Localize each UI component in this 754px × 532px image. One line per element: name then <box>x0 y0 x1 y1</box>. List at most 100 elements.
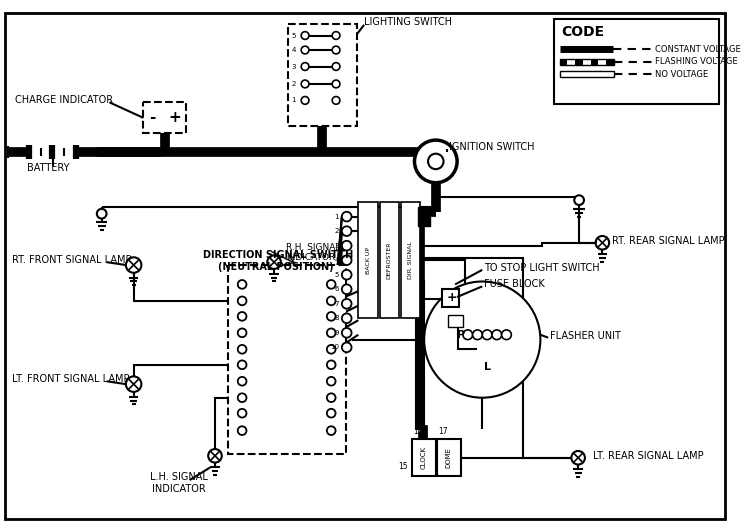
Bar <box>418 207 430 226</box>
Circle shape <box>238 426 247 435</box>
Text: RT. REAR SIGNAL LAMP: RT. REAR SIGNAL LAMP <box>612 236 725 246</box>
Bar <box>287 24 357 126</box>
Text: 1: 1 <box>291 97 296 103</box>
Text: R.H. SIGNAL
INDICATOR: R.H. SIGNAL INDICATOR <box>286 243 340 262</box>
Bar <box>554 19 719 104</box>
Circle shape <box>301 31 309 39</box>
Text: FUSE BLOCK: FUSE BLOCK <box>484 279 545 289</box>
Text: RT. FRONT SIGNAL LAMP: RT. FRONT SIGNAL LAMP <box>11 255 131 265</box>
Text: 8: 8 <box>335 315 339 321</box>
Circle shape <box>301 63 309 70</box>
Text: BACK UP: BACK UP <box>366 247 370 273</box>
Text: DEFROSTER: DEFROSTER <box>387 242 392 279</box>
Circle shape <box>483 330 492 339</box>
Text: +: + <box>446 292 457 304</box>
Text: NO VOLTAGE: NO VOLTAGE <box>654 70 708 79</box>
Text: BATTERY: BATTERY <box>27 163 69 173</box>
Bar <box>599 59 606 64</box>
Text: 3: 3 <box>291 63 296 70</box>
Bar <box>583 59 590 64</box>
Text: FLASHING VOLTAGE: FLASHING VOLTAGE <box>654 57 737 66</box>
Text: FLASHER UNIT: FLASHER UNIT <box>550 331 621 340</box>
Circle shape <box>342 212 351 221</box>
Text: 10: 10 <box>330 344 339 351</box>
Bar <box>412 439 436 476</box>
Circle shape <box>342 241 351 251</box>
Circle shape <box>326 360 336 369</box>
Text: CHARGE INDICATOR: CHARGE INDICATOR <box>14 95 112 105</box>
Circle shape <box>342 255 351 265</box>
Circle shape <box>333 63 340 70</box>
Circle shape <box>342 226 351 236</box>
Circle shape <box>301 96 309 104</box>
Text: IGNITION SWITCH: IGNITION SWITCH <box>449 142 535 152</box>
Circle shape <box>301 46 309 54</box>
Circle shape <box>342 313 351 323</box>
Circle shape <box>572 451 585 464</box>
Circle shape <box>326 296 336 305</box>
Text: LIGHTING SWITCH: LIGHTING SWITCH <box>364 17 452 27</box>
Circle shape <box>342 299 351 309</box>
Circle shape <box>333 80 340 88</box>
Text: 15: 15 <box>398 462 408 471</box>
Circle shape <box>238 312 247 321</box>
Circle shape <box>238 328 247 337</box>
Circle shape <box>333 96 340 104</box>
Circle shape <box>238 360 247 369</box>
Circle shape <box>208 449 222 463</box>
Circle shape <box>126 377 142 392</box>
Text: CLOCK: CLOCK <box>420 446 426 469</box>
Text: 4: 4 <box>291 47 296 53</box>
Circle shape <box>333 31 340 39</box>
Circle shape <box>342 328 351 338</box>
Text: DIRECTION SIGNAL SWITCH: DIRECTION SIGNAL SWITCH <box>204 251 354 260</box>
Bar <box>442 289 459 306</box>
Text: 5: 5 <box>291 32 296 38</box>
Bar <box>228 265 346 454</box>
Text: LT. REAR SIGNAL LAMP: LT. REAR SIGNAL LAMP <box>593 451 703 461</box>
Text: 2: 2 <box>335 228 339 234</box>
Bar <box>559 71 614 77</box>
Circle shape <box>238 345 247 354</box>
Text: -: - <box>149 110 155 126</box>
Text: 4: 4 <box>335 257 339 263</box>
Text: P: P <box>457 330 465 340</box>
Circle shape <box>501 330 511 339</box>
Circle shape <box>415 140 457 182</box>
Text: 7: 7 <box>335 301 339 307</box>
Text: 3: 3 <box>335 243 339 248</box>
Circle shape <box>301 80 309 88</box>
Circle shape <box>342 343 351 352</box>
Bar <box>568 59 575 64</box>
Text: 1: 1 <box>335 214 339 220</box>
Text: DIR. SIGNAL: DIR. SIGNAL <box>408 241 413 279</box>
Bar <box>559 59 614 64</box>
Circle shape <box>492 330 501 339</box>
Text: L.H. SIGNAL
INDICATOR: L.H. SIGNAL INDICATOR <box>150 472 208 494</box>
Bar <box>590 59 599 64</box>
Bar <box>606 59 614 64</box>
Bar <box>437 439 461 476</box>
Bar <box>559 59 568 64</box>
Bar <box>379 202 399 318</box>
Text: (NEUTRAL POSITION): (NEUTRAL POSITION) <box>218 262 333 272</box>
Text: CODE: CODE <box>562 24 605 39</box>
Circle shape <box>326 280 336 289</box>
Bar <box>143 102 186 134</box>
Circle shape <box>326 312 336 321</box>
Circle shape <box>326 377 336 386</box>
Circle shape <box>326 345 336 354</box>
Text: L: L <box>483 362 491 372</box>
Circle shape <box>575 195 584 205</box>
Text: 2: 2 <box>291 81 296 87</box>
Circle shape <box>333 46 340 54</box>
Circle shape <box>326 426 336 435</box>
Bar <box>575 59 583 64</box>
Circle shape <box>463 330 473 339</box>
Bar <box>358 202 378 318</box>
Text: 6: 6 <box>335 286 339 292</box>
Circle shape <box>238 409 247 418</box>
Circle shape <box>596 236 609 250</box>
Text: 17: 17 <box>439 427 449 436</box>
Circle shape <box>326 409 336 418</box>
